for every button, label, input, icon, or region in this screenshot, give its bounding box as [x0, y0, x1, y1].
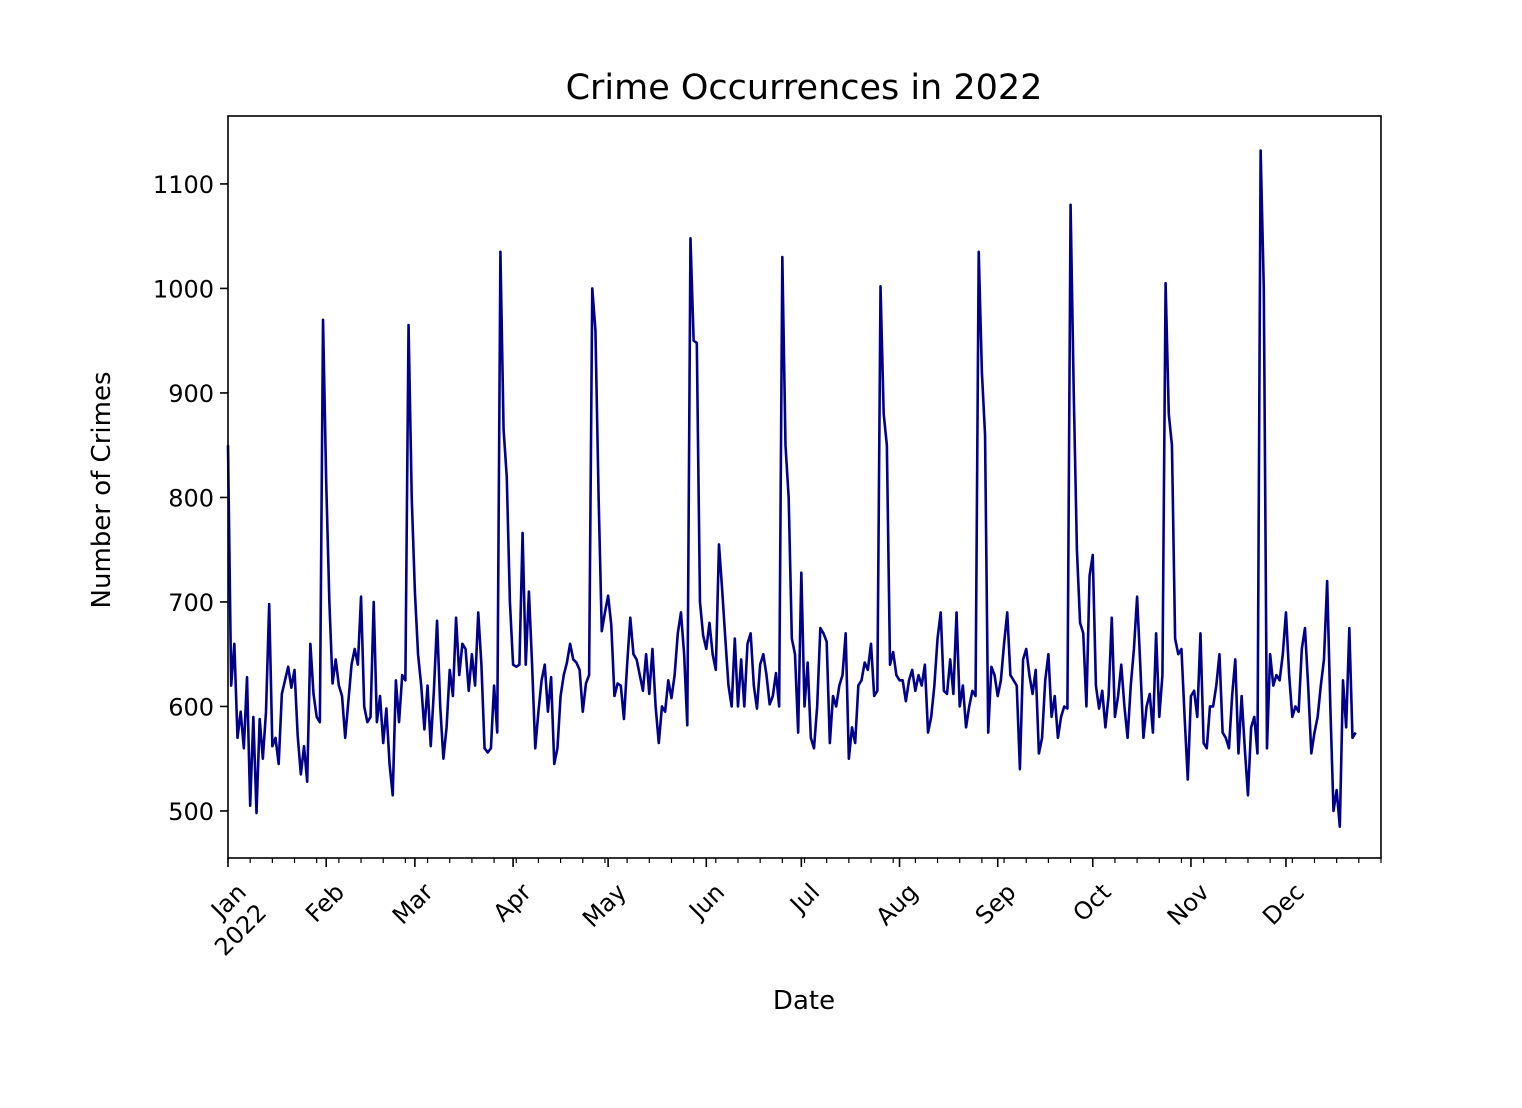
chart-title: Crime Occurrences in 2022 — [566, 68, 1043, 108]
plot-frame — [227, 115, 1382, 859]
y-tick-label: 500 — [168, 798, 214, 826]
x-axis: Jan2022 Feb Mar Apr May Jun Jul Aug Sep Oct Nov Dec — [189, 858, 1382, 961]
x-tick-label: Mar — [387, 878, 439, 930]
y-tick-label: 800 — [168, 484, 214, 512]
x-tick-label: Feb — [300, 878, 350, 928]
y-tick-label: 900 — [168, 380, 214, 408]
x-tick-label: May — [577, 878, 632, 933]
x-tick-label: Dec — [1257, 878, 1310, 931]
y-tick-label: 700 — [168, 589, 214, 617]
x-tick-label: Apr — [488, 878, 537, 927]
y-tick-label: 1100 — [153, 171, 214, 199]
y-axis: 500 600 700 800 900 1000 1100 — [153, 171, 228, 826]
x-axis-label: Date — [773, 986, 835, 1016]
y-tick-label: 600 — [168, 693, 214, 721]
x-tick-label: Jan2022 — [189, 878, 272, 961]
x-tick-label: Jul — [783, 878, 825, 920]
x-tick-label: Nov — [1162, 878, 1215, 931]
x-tick-label: Aug — [870, 878, 923, 931]
y-tick-label: 1000 — [153, 275, 214, 303]
x-tick-label: Sep — [970, 878, 1022, 930]
series-line — [226, 149, 1357, 828]
x-tick-label: Oct — [1067, 878, 1116, 927]
x-tick-label: Jun — [682, 878, 730, 926]
y-axis-label: Number of Crimes — [87, 372, 117, 609]
